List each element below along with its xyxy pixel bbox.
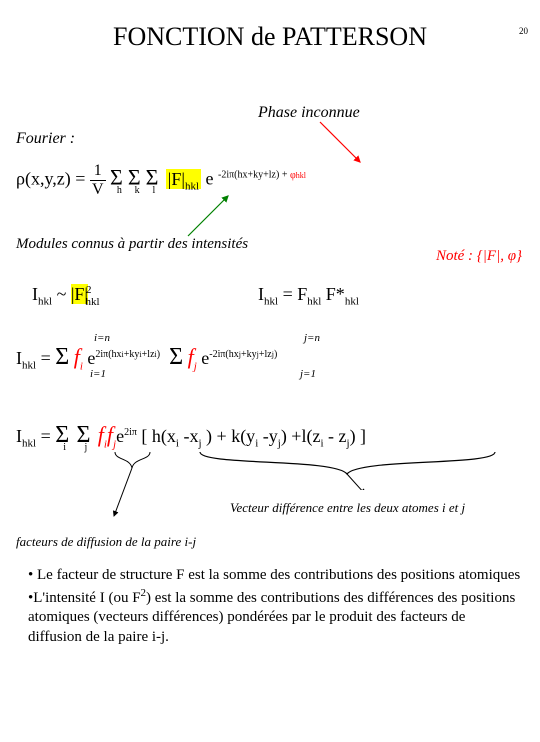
fourier-label: Fourier :: [16, 130, 75, 148]
equation-combined: Ihkl = Σi Σj fifje2iπ [ h(xi -xj ) + k(y…: [16, 422, 366, 450]
bullet-2a: L'intensité I (ou F: [33, 590, 140, 606]
equation-intensity-ff: Ihkl = Fhkl F*hkl: [258, 284, 359, 308]
brace-bracket: [195, 450, 505, 490]
lim-i-top: i=n: [94, 332, 110, 344]
brace-fifj: [110, 450, 160, 520]
vecteur-label: Vecteur différence entre les deux atomes…: [230, 500, 465, 516]
page-number: 20: [519, 26, 528, 36]
arrow-modules: [180, 194, 240, 240]
modules-label: Modules connus à partir des intensités: [16, 236, 248, 253]
equation-double-sum: Ihkl = Σ fi e2iπ(hxi+kyi+lzi) Σ fj e-2iπ…: [16, 344, 277, 372]
equation-intensity-prop: Ihkl ~ |F|2hkl: [32, 284, 108, 308]
page-title: FONCTION de PATTERSON: [0, 22, 540, 52]
arrow-phase: [310, 118, 370, 168]
facteurs-label: facteurs de diffusion de la paire i-j: [16, 534, 196, 550]
note-label: Noté : {|F|, φ}: [436, 248, 522, 265]
bullet-list: • Le facteur de structure F est la somme…: [28, 566, 522, 647]
equation-density: ρ(x,y,z) = 1V ΣhΣkΣl |F|hkl e -2iπ(hx+ky…: [16, 162, 306, 199]
lim-i-bot: i=1: [90, 368, 106, 380]
lim-j-top: j=n: [304, 332, 320, 344]
lim-j-bot: j=1: [300, 368, 316, 380]
bullet-1: Le facteur de structure F est la somme d…: [37, 567, 520, 583]
